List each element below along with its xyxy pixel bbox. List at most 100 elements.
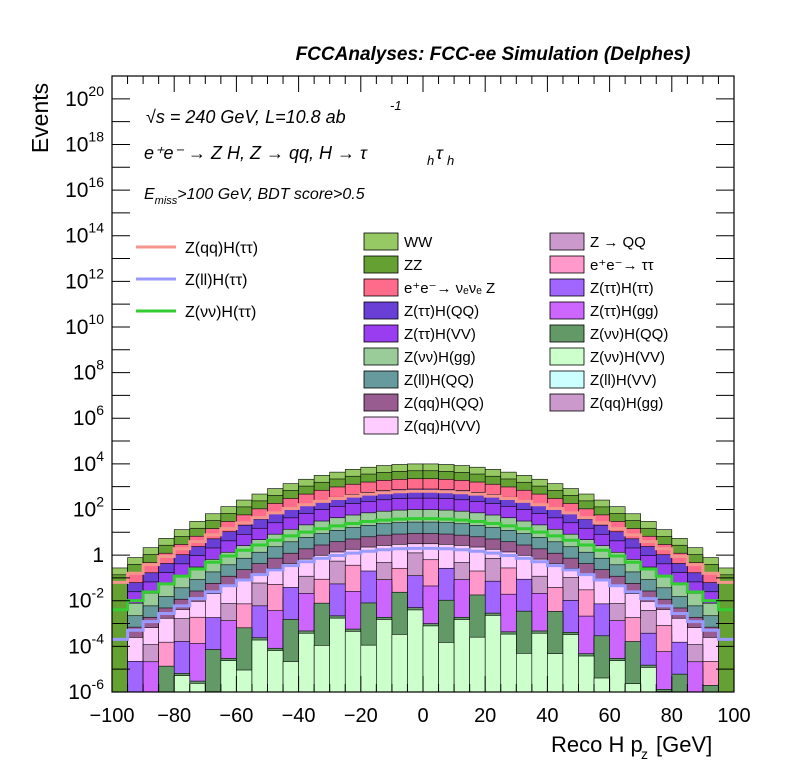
legend-background-label: Z(νν)H(gg): [404, 349, 476, 366]
legend-background-label: Z(qq)H(QQ): [404, 395, 484, 412]
x-tick-label: −100: [89, 705, 134, 727]
x-tick-label: 60: [598, 705, 620, 727]
hist-bin: [656, 652, 672, 692]
hist-bin: [112, 575, 128, 692]
energy-annotation-sup: -1: [390, 98, 402, 113]
hist-bin: [610, 661, 626, 692]
process-annotation-tau: τ: [436, 143, 444, 163]
legend-swatch: [364, 233, 398, 250]
legend-signal-label: Z(νν)H(ττ): [185, 304, 256, 321]
legend-swatch: [364, 417, 398, 434]
hist-bin: [547, 654, 563, 692]
hist-bin: [159, 666, 175, 692]
hist-bin: [330, 618, 346, 692]
hist-bin: [423, 626, 439, 692]
x-tick-label: 40: [536, 705, 558, 727]
y-tick-label: 1016: [65, 174, 104, 202]
legend-background-label: Z(ττ)H(gg): [590, 303, 659, 320]
cut-annotation: Emiss>100 GeV, BDT score>0.5: [144, 186, 365, 207]
legend-background-label: Z(qq)H(VV): [404, 418, 481, 435]
legend-background-label: e⁺e⁻→ ττ: [590, 257, 654, 274]
x-tick-label: −60: [219, 705, 253, 727]
hist-bin: [190, 683, 206, 692]
legend-swatch: [550, 394, 584, 411]
hist-bin: [641, 667, 657, 692]
hist-bin: [516, 653, 532, 692]
legend-swatch: [364, 394, 398, 411]
hist-bin: [205, 649, 221, 692]
hist-bin: [687, 662, 703, 692]
process-annotation-sub2: h: [447, 153, 454, 168]
x-tick-label: 20: [474, 705, 496, 727]
legend-swatch: [550, 302, 584, 319]
legend-background-label: Z(qq)H(gg): [590, 395, 663, 412]
hist-bin: [392, 634, 408, 692]
y-tick-label: 10-6: [68, 676, 104, 704]
y-tick-label: 108: [73, 357, 104, 385]
legend-background-label: Z(ττ)H(QQ): [404, 303, 479, 320]
legend-background-label: Z(ττ)H(ττ): [590, 280, 654, 297]
cut-annotation-e: E: [144, 186, 155, 203]
hist-bin: [221, 661, 237, 692]
legend-swatch: [364, 348, 398, 365]
x-tick-label: 100: [717, 705, 750, 727]
hist-bin: [485, 615, 501, 692]
x-tick-label: −20: [344, 705, 378, 727]
legend-swatch: [364, 302, 398, 319]
legend-swatch: [550, 325, 584, 342]
x-axis-label-main: Reco H p: [551, 732, 643, 757]
hist-bin: [563, 635, 579, 692]
y-tick-label: 106: [73, 402, 104, 430]
x-axis-label-unit: [GeV]: [656, 732, 712, 757]
legend-background-label: Z(νν)H(QQ): [590, 326, 668, 343]
hist-bin: [501, 634, 517, 692]
x-tick-label: 0: [417, 705, 428, 727]
hist-bin: [299, 633, 315, 692]
hist-bin: [283, 662, 299, 692]
hist-bin: [703, 685, 719, 692]
x-axis-label: Reco H p z [GeV]: [551, 732, 712, 762]
y-tick-label: 1010: [65, 311, 104, 339]
y-tick-label: 102: [73, 493, 104, 521]
energy-annotation: √s = 240 GeV, L=10.8 ab: [146, 107, 346, 127]
legend-swatch: [550, 279, 584, 296]
process-annotation-sub1: h: [427, 153, 434, 168]
y-tick-label: 1014: [65, 220, 104, 248]
hist-bin: [268, 651, 284, 692]
y-tick-label: 10-2: [68, 585, 104, 613]
hist-bin: [439, 642, 455, 692]
legend-background-label: e⁺e⁻→ νₑνₑ Z: [404, 280, 495, 297]
hist-bin: [579, 656, 595, 692]
legend-signal-label: Z(ll)H(ττ): [185, 272, 247, 289]
hist-bin: [407, 610, 423, 692]
process-annotation: e⁺e⁻ → Z H, Z → qq, H → τ: [144, 143, 368, 163]
hist-bin: [672, 674, 688, 692]
hist-bin: [625, 684, 641, 692]
hist-bin: [718, 575, 734, 692]
legend-background-label: Z(νν)H(VV): [590, 349, 665, 366]
y-tick-label: 1012: [65, 265, 104, 293]
hist-bin: [314, 645, 330, 692]
legend-swatch: [550, 256, 584, 273]
y-tick-label: 1020: [65, 83, 104, 111]
legend-swatch: [550, 233, 584, 250]
y-tick-label: 104: [73, 448, 104, 476]
cut-annotation-sub: miss: [155, 195, 178, 207]
legend-background-label: Z(ττ)H(VV): [404, 326, 476, 343]
legend-background-label: ZZ: [404, 257, 422, 274]
legend-signal: Z(qq)H(ττ) Z(ll)H(ττ) Z(νν)H(ττ): [136, 240, 258, 321]
hist-bin: [376, 620, 392, 692]
legend-signal-label: Z(qq)H(ττ): [185, 240, 258, 257]
legend-swatch: [364, 371, 398, 388]
stacked-histograms: [112, 464, 734, 692]
legend-background-label: Z(ll)H(QQ): [404, 372, 474, 389]
legend-background-label: WW: [404, 234, 433, 251]
annotation-block: √s = 240 GeV, L=10.8 ab -1 e⁺e⁻ → Z H, Z…: [144, 98, 454, 207]
cut-annotation-rest: >100 GeV, BDT score>0.5: [177, 186, 364, 203]
hist-bin: [128, 661, 144, 692]
hist-bin: [454, 620, 470, 692]
hist-bin: [236, 670, 252, 692]
x-tick-label: −80: [157, 705, 191, 727]
